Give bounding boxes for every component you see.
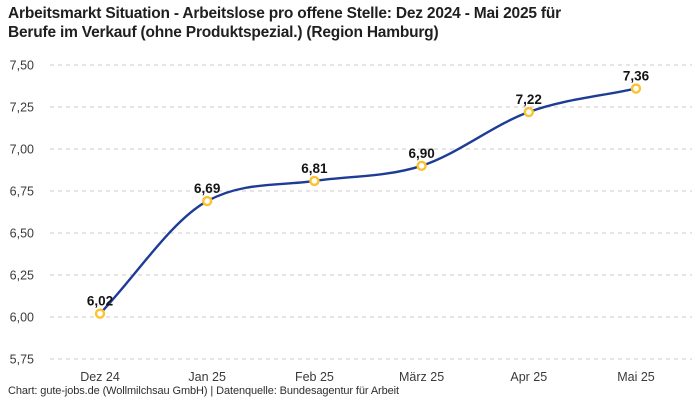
y-axis-labels-group: 7,50 7,25 7,00 6,75 6,50 6,25 6,00 5,75 [10, 58, 34, 366]
line-series-group [98, 87, 638, 315]
y-tick-label: 6,00 [10, 310, 34, 324]
x-tick-label: Apr 25 [510, 370, 547, 384]
x-tick-label: Dez 24 [80, 370, 120, 384]
data-point-marker [201, 195, 213, 207]
data-labels-group: 6,02 6,69 6,81 6,90 7,22 7,36 [87, 69, 650, 309]
y-tick-label: 7,50 [10, 58, 34, 72]
y-tick-label: 6,25 [10, 268, 34, 282]
markers-group [94, 83, 642, 319]
chart-footer-credit: Chart: gute-jobs.de (Wollmilchsau GmbH) … [8, 385, 399, 397]
data-point-marker [416, 160, 427, 172]
chart-title-line1: Arbeitsmarkt Situation - Arbeitslose pro… [8, 5, 561, 22]
x-tick-label: Feb 25 [295, 370, 334, 384]
chart-title: Arbeitsmarkt Situation - Arbeitslose pro… [8, 4, 668, 42]
data-point-marker [630, 83, 642, 94]
data-point-label: 6,69 [194, 181, 220, 196]
data-point-label: 7,22 [516, 92, 542, 107]
data-point-label: 6,02 [87, 294, 113, 309]
y-tick-label: 7,00 [10, 142, 34, 156]
y-tick-label: 5,75 [10, 352, 34, 366]
data-point-marker [94, 308, 106, 319]
data-point-marker [523, 106, 534, 118]
x-axis-labels-group: Dez 24 Jan 25 Feb 25 März 25 Apr 25 Mai 25 [80, 370, 655, 384]
gridlines-group [50, 64, 692, 360]
data-point-label: 6,81 [301, 161, 328, 176]
y-tick-label: 7,25 [10, 100, 34, 114]
x-tick-label: Jan 25 [188, 370, 226, 384]
x-tick-label: März 25 [399, 370, 444, 384]
chart-title-line2: Berufe im Verkauf (ohne Produktspezial.)… [8, 24, 439, 41]
data-point-label: 7,36 [623, 69, 650, 84]
data-point-label: 6,90 [408, 146, 434, 161]
y-tick-label: 6,75 [10, 184, 34, 198]
y-tick-label: 6,50 [10, 226, 34, 240]
series-line [98, 87, 638, 315]
data-point-marker [309, 175, 320, 187]
x-tick-label: Mai 25 [617, 370, 655, 384]
